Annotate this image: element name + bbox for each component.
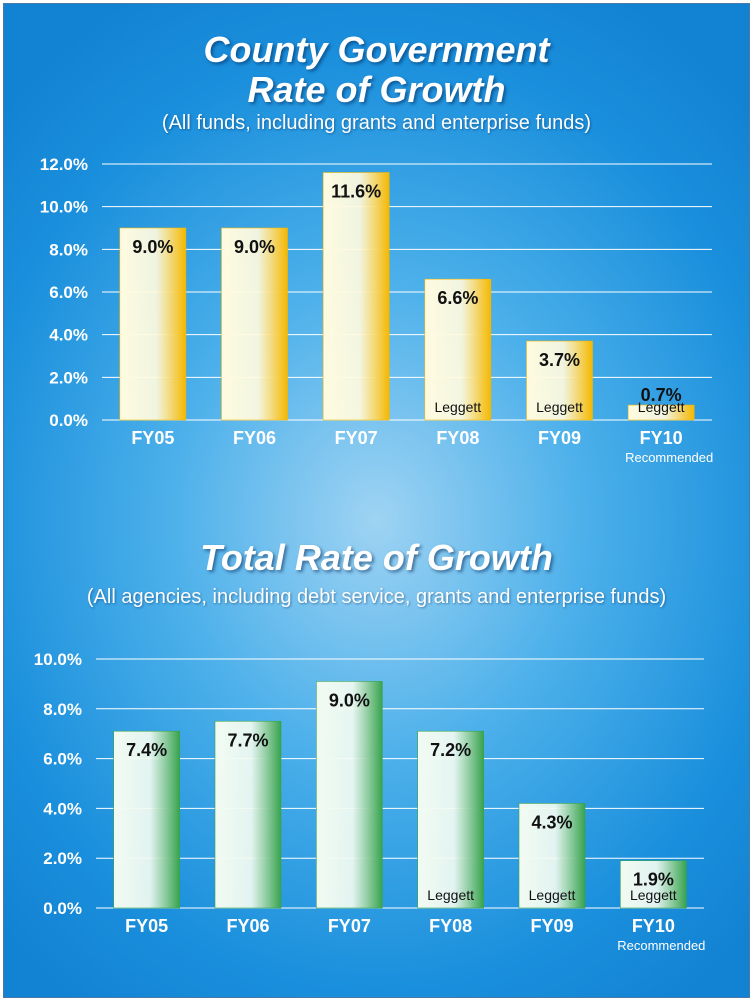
chart1-ytick-label: 4.0%	[49, 326, 88, 345]
chart2-category-label: FY09	[530, 916, 573, 936]
chart1-bar	[526, 340, 593, 421]
chart1-title-line2: Rate of Growth	[247, 69, 506, 110]
chart1-value-label: 0.7%	[641, 385, 682, 405]
chart1-bar	[424, 278, 492, 421]
chart2-bar	[417, 730, 484, 909]
chart2-bar	[518, 803, 586, 909]
chart1-title: County Government Rate of Growth	[4, 30, 749, 110]
chart1-value-label: 6.6%	[437, 288, 478, 308]
chart1-value-label: 11.6%	[331, 182, 381, 202]
chart2-category-label: FY07	[328, 916, 371, 936]
chart2-category-label: FY08	[429, 916, 472, 936]
chart2-category-sublabel: Recommended	[617, 938, 705, 953]
chart2-subtitle: (All agencies, including debt service, g…	[86, 586, 667, 608]
chart2-bar-annotation: Leggett	[427, 887, 474, 903]
chart2-ytick-label: 4.0%	[43, 799, 82, 818]
chart1-ytick-label: 6.0%	[49, 283, 88, 302]
chart1-bar-annotation: Leggett	[638, 399, 685, 415]
chart1-value-label: 9.0%	[132, 237, 173, 257]
chart2-bar	[113, 730, 180, 909]
chart1-value-label: 3.7%	[539, 350, 580, 370]
chart2-value-label: 7.2%	[430, 740, 471, 760]
chart1-bar	[221, 227, 288, 421]
chart1-bar	[322, 172, 390, 421]
chart2-bar	[316, 681, 383, 909]
chart2-total-growth: 0.0% 2.0% 4.0% 6.0% 8.0% 10.0% 7.4% FY05 7.7% FY0…	[34, 650, 706, 953]
chart1-category-label: FY10	[640, 428, 683, 448]
chart1-bar	[627, 404, 695, 421]
chart1-ytick-label: 2.0%	[49, 368, 88, 387]
chart2-title: Total Rate of Growth	[200, 537, 553, 578]
chart2-value-label: 7.4%	[126, 740, 167, 760]
infographic-panel: County Government Rate of Growth (All fu…	[3, 3, 750, 998]
chart2-bar-annotation: Leggett	[529, 887, 576, 903]
chart1-ytick-label: 8.0%	[49, 240, 88, 259]
chart2-ytick-label: 8.0%	[43, 700, 82, 719]
chart1-category-label: FY08	[436, 428, 479, 448]
chart2-category-label: FY05	[125, 916, 168, 936]
chart1-category-label: FY06	[233, 428, 276, 448]
chart2-value-label: 7.7%	[227, 730, 268, 750]
chart1-growth-county-government: 0.0% 2.0% 4.0% 6.0% 8.0% 10.0% 12.0% 9.0% FY05 9.…	[40, 155, 713, 465]
chart1-ytick-label: 12.0%	[40, 155, 88, 174]
chart2-value-label: 1.9%	[633, 870, 674, 890]
chart1-category-label: FY05	[131, 428, 174, 448]
chart1-bar-annotation: Leggett	[536, 399, 583, 415]
chart2-category-label: FY06	[226, 916, 269, 936]
chart1-ytick-label: 10.0%	[40, 198, 88, 217]
chart1-value-label: 9.0%	[234, 237, 275, 257]
chart1-title-line1: County Government	[203, 29, 550, 70]
chart2-ytick-label: 0.0%	[43, 899, 82, 918]
chart1-bar-annotation: Leggett	[434, 399, 481, 415]
chart2-bar	[620, 860, 687, 909]
chart2-bar-annotation: Leggett	[630, 887, 677, 903]
chart2-value-label: 4.3%	[531, 812, 572, 832]
chart1-category-sublabel: Recommended	[625, 450, 713, 465]
chart1-bar	[119, 227, 187, 421]
chart2-category-label: FY10	[632, 916, 675, 936]
chart2-bar	[214, 720, 282, 909]
chart1-category-label: FY09	[538, 428, 581, 448]
chart1-subtitle: (All funds, including grants and enterpr…	[161, 112, 592, 134]
chart2-ytick-label: 6.0%	[43, 750, 82, 769]
chart2-ytick-label: 10.0%	[34, 650, 82, 669]
chart2-ytick-label: 2.0%	[43, 849, 82, 868]
chart1-ytick-label: 0.0%	[49, 411, 88, 430]
chart1-category-label: FY07	[335, 428, 378, 448]
chart2-value-label: 9.0%	[329, 690, 370, 710]
